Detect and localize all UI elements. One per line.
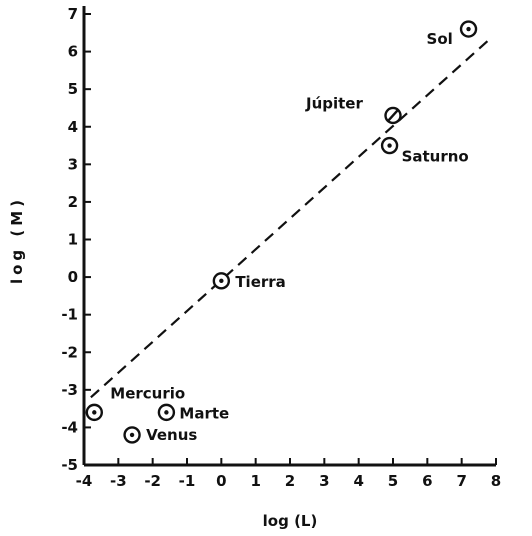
y-tick-label: 6 <box>68 43 78 61</box>
y-tick-label: 7 <box>68 5 78 23</box>
x-axis-label: log (L) <box>263 512 318 530</box>
x-tick-label: 3 <box>319 472 329 490</box>
x-tick-label: -1 <box>179 472 196 490</box>
x-tick-label: 2 <box>285 472 295 490</box>
point-jupiter: Júpiter <box>305 94 402 125</box>
x-tick-label: 1 <box>250 472 260 490</box>
x-tick-label: 8 <box>491 472 501 490</box>
point-label: Venus <box>146 426 197 444</box>
x-tick-label: 4 <box>353 472 363 490</box>
y-tick-label: -5 <box>61 456 78 474</box>
point-marker-dot <box>466 26 471 32</box>
y-tick-label: -1 <box>61 306 78 324</box>
y-tick-label: 5 <box>68 80 78 98</box>
x-tick-label: -2 <box>144 472 161 490</box>
point-label: Júpiter <box>305 94 363 112</box>
point-marker-dot <box>219 278 224 284</box>
y-axis-label: log (M) <box>8 196 26 284</box>
point-saturno: Saturno <box>380 136 469 166</box>
point-label: Mercurio <box>110 384 185 402</box>
y-tick-label: 2 <box>68 193 78 211</box>
points-group: Sol Júpiter Saturno Tierra Mercurio Marte Venu… <box>85 20 478 444</box>
point-label: Saturno <box>402 148 469 166</box>
point-label: Marte <box>179 404 229 422</box>
x-tick-label: 0 <box>216 472 226 490</box>
point-marker-dot <box>92 410 97 415</box>
x-tick-label: 6 <box>422 472 432 490</box>
point-venus: Venus <box>123 426 197 444</box>
y-tick-label: -4 <box>61 418 78 436</box>
x-tick-label: -4 <box>76 472 93 490</box>
y-tick-label: -2 <box>61 343 78 361</box>
point-label: Tierra <box>235 273 285 291</box>
point-marker-slash <box>387 109 399 122</box>
y-tick-label: 4 <box>68 118 78 136</box>
x-tick-label: 5 <box>388 472 398 490</box>
point-sol: Sol <box>427 20 478 48</box>
y-tick-label: -3 <box>61 381 78 399</box>
point-marker-dot <box>164 410 169 415</box>
y-tick-label: 1 <box>68 231 78 249</box>
y-tick-label: 0 <box>68 268 78 286</box>
x-tick-label: -3 <box>110 472 127 490</box>
point-marte: Marte <box>157 403 229 422</box>
fit-line-group <box>90 35 494 399</box>
y-tick-label: 3 <box>68 155 78 173</box>
point-label: Sol <box>427 30 453 48</box>
point-tierra: Tierra <box>212 272 286 291</box>
point-marker-dot <box>129 432 135 438</box>
point-mercurio: Mercurio <box>85 384 185 422</box>
x-tick-label: 7 <box>456 472 466 490</box>
point-marker-dot <box>387 143 392 148</box>
fit-line <box>90 35 494 399</box>
